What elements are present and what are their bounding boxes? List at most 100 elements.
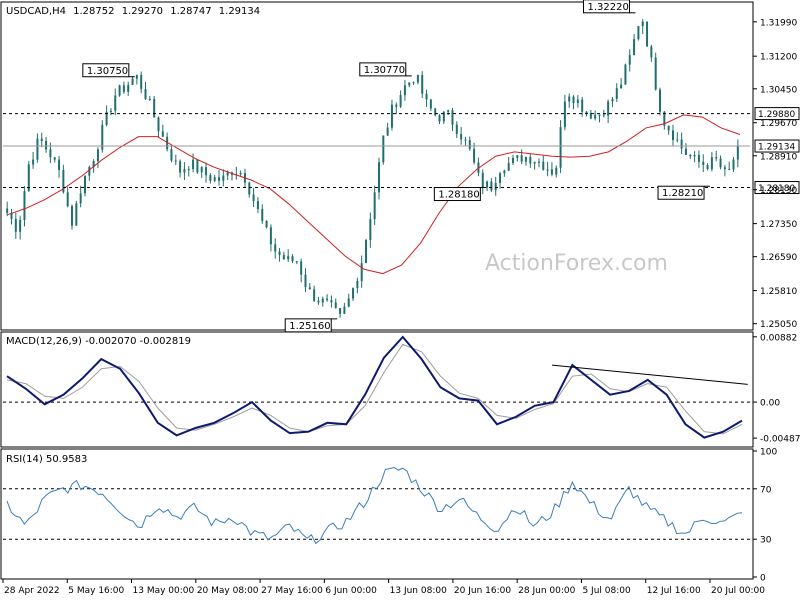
candle-body <box>321 298 324 303</box>
x-tick-label: 27 May 16:00 <box>261 586 323 596</box>
candle-body <box>282 254 285 260</box>
candle-body <box>347 298 350 307</box>
candle-body <box>620 84 623 89</box>
candle-body <box>27 164 30 192</box>
candle-body <box>161 131 164 137</box>
candle-body <box>499 173 502 183</box>
pivot-label: 1.30750 <box>87 66 128 77</box>
candle-body <box>416 75 419 83</box>
candle-body <box>581 99 584 112</box>
pivot-label: 1.28210 <box>662 188 703 199</box>
macd-series-layer <box>3 335 750 439</box>
price-y-tick-label: 1.31990 <box>760 18 797 28</box>
rsi-panel <box>0 448 754 580</box>
candle-body <box>697 155 700 162</box>
candle-body <box>40 138 43 141</box>
candle-body <box>473 148 476 163</box>
candle-body <box>313 289 316 301</box>
candle-body <box>650 46 653 58</box>
candle-body <box>607 101 610 116</box>
candle-body <box>209 175 212 181</box>
candle-body <box>122 85 125 92</box>
candle-body <box>520 155 523 162</box>
candle-body <box>598 114 601 116</box>
candle-body <box>213 177 216 181</box>
candle-body <box>576 99 579 104</box>
candle-body <box>654 57 657 90</box>
candle-body <box>524 156 527 162</box>
rsi-series-layer <box>3 467 750 545</box>
pivot-label-box <box>433 187 481 202</box>
macd-panel <box>0 331 754 448</box>
candle-body <box>382 135 385 163</box>
candle-body <box>390 104 393 128</box>
candle-body <box>637 26 640 40</box>
candle-body <box>53 157 56 160</box>
candle-body <box>118 85 121 96</box>
candle-body <box>395 104 398 107</box>
macd-y-tick-label: -0.004872 <box>760 435 800 445</box>
macd-signal-line <box>6 343 743 435</box>
pivot-label: 1.28180 <box>438 190 479 201</box>
candle-body <box>693 155 696 157</box>
candle-body <box>19 219 22 232</box>
candle-body <box>559 127 562 168</box>
candle-body <box>719 158 722 168</box>
candle-body <box>66 192 69 207</box>
candle-body <box>494 182 497 191</box>
candle-body <box>58 159 61 170</box>
level-label-box <box>754 107 800 121</box>
candle-body <box>429 99 432 109</box>
candle-body <box>486 181 489 188</box>
candle-body <box>537 161 540 163</box>
candle-body <box>352 288 355 299</box>
candle-body <box>187 169 190 171</box>
symbol-label: USDCAD,H4 <box>6 6 66 17</box>
candle-body <box>248 182 251 195</box>
candle-body <box>408 82 411 86</box>
candle-body <box>278 251 281 255</box>
candle-body <box>671 130 674 141</box>
candle-body <box>218 177 221 181</box>
high-value: 1.29270 <box>122 6 163 17</box>
candle-body <box>192 159 195 170</box>
candle-body <box>615 88 618 99</box>
pivot-label-box <box>284 318 332 333</box>
rsi-y-tick-label: 100 <box>760 448 777 458</box>
price-y-tick-label: 1.30450 <box>760 85 797 95</box>
x-tick-label: 5 May 16:00 <box>68 586 124 596</box>
x-tick-label: 20 Jul 00:00 <box>711 586 765 596</box>
candle-body <box>646 21 649 47</box>
x-tick-label: 28 Jun 00:00 <box>518 586 575 596</box>
candle-body <box>438 115 441 122</box>
candle-body <box>412 82 415 84</box>
candle-body <box>728 169 731 171</box>
candle-body <box>45 140 48 150</box>
candle-body <box>736 146 739 160</box>
candle-body <box>105 111 108 125</box>
candle-body <box>676 139 679 141</box>
candle-body <box>291 256 294 262</box>
candle-body <box>667 125 670 131</box>
pivot-label-box <box>582 0 630 14</box>
candle-body <box>183 169 186 173</box>
candle-body <box>83 175 86 194</box>
rsi-line <box>6 467 743 545</box>
macd-main-line <box>6 335 743 439</box>
candle-body <box>624 64 627 85</box>
price-y-tick-label: 1.31200 <box>760 53 797 63</box>
candle-body <box>109 110 112 112</box>
pivot-label-box <box>359 62 407 77</box>
level-label: 1.28180 <box>758 184 795 194</box>
candle-body <box>546 169 549 171</box>
candle-body <box>62 169 65 193</box>
price-y-tick-label: 1.25050 <box>760 320 797 330</box>
candle-body <box>101 124 104 150</box>
level-label-box <box>754 139 800 153</box>
macd-trendline <box>551 364 748 385</box>
candle-body <box>135 75 138 79</box>
candle-body <box>373 192 376 220</box>
candle-body <box>339 307 342 314</box>
candle-body <box>14 218 17 232</box>
